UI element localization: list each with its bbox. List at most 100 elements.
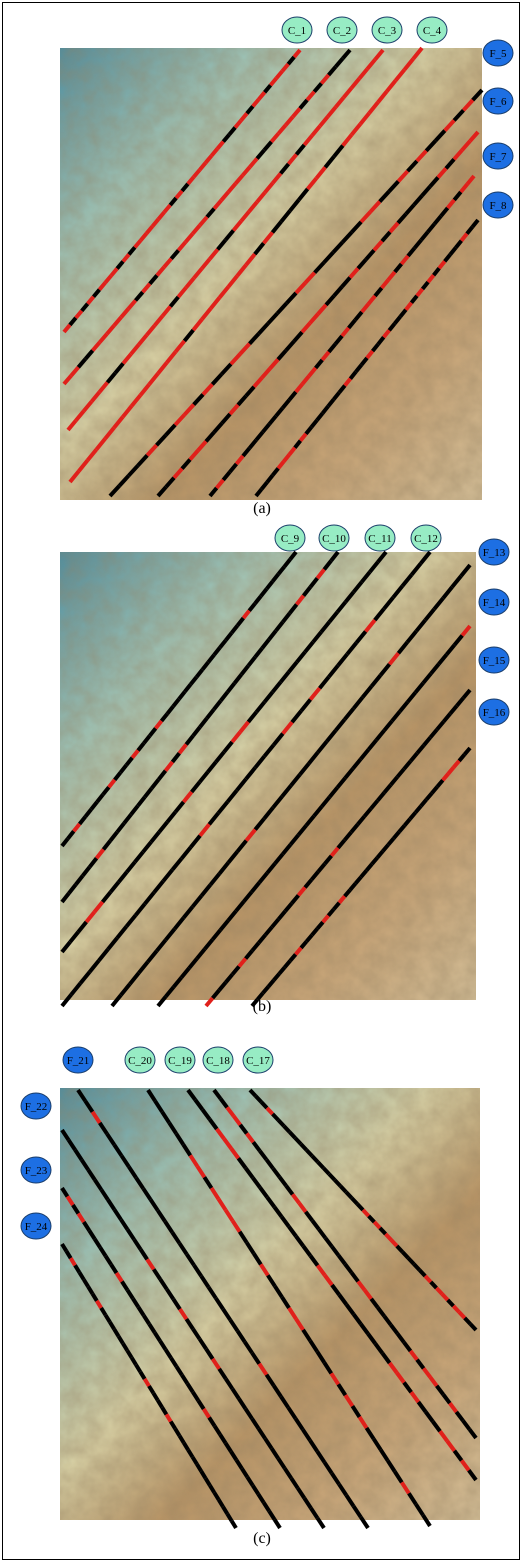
panel-c-transect-8-segment (423, 1274, 433, 1284)
panel-a-transect-5-segment (303, 271, 317, 285)
panel-c-transect-5-segment (252, 1252, 263, 1266)
panel-b-f-15-marker-circle (478, 646, 510, 674)
panel-b-transect-7-segment (283, 902, 294, 913)
panel-c-transect-8-segment (344, 1190, 354, 1200)
panel-b-transect-4-segment (410, 562, 423, 576)
panel-a-transect-1-segment (62, 323, 72, 334)
panel-a-transect-8-segment (432, 267, 441, 277)
panel-a-transect-3-segment (302, 134, 314, 147)
panel-a-transect-1-segment (115, 260, 125, 270)
panel-c-transect-5-segment (245, 1241, 256, 1255)
panel-c-transect-2-segment (112, 1208, 123, 1221)
panel-a-transect-2-segment (126, 299, 138, 311)
panel-b-transect-1-segment (72, 822, 82, 833)
panel-c-transect-3-segment (131, 1297, 140, 1309)
panel-c-transect-8-segment (440, 1292, 450, 1302)
panel-c-transect-5-segment (259, 1263, 270, 1277)
panel-c-transect-6-segment (236, 1157, 248, 1170)
panel-c-transect-8-segment (282, 1124, 292, 1134)
panel-a-transect-8-segment (443, 253, 452, 263)
panel-c-transect-1-segment (148, 1198, 160, 1212)
panel-a-transect-3-segment (208, 248, 220, 261)
panel-b-c-12-marker-label: C_12 (414, 533, 438, 545)
panel-c-transect-7-segment (349, 1271, 360, 1283)
panel-a-transect-1-segment (174, 189, 184, 200)
panel-a-transect-5-segment (182, 403, 196, 417)
panel-c-transect-3-segment (174, 1365, 184, 1377)
panel-a-transect-5-segment (266, 311, 279, 325)
panel-c-transect-1-segment (105, 1132, 116, 1146)
panel-b-transect-7-segment (211, 988, 221, 1000)
panel-c-transect-7-segment (238, 1123, 249, 1135)
panel-a-transect-1-segment (286, 55, 296, 66)
panel-a-transect-8-segment (370, 342, 380, 353)
panel-b-transect-8-segment (310, 927, 319, 937)
panel-a-transect-5-segment (378, 190, 391, 204)
panel-a-transect-6-segment (428, 176, 440, 188)
panel-c-transect-1-segment (257, 1362, 269, 1376)
panel-c-transect-7-segment (428, 1375, 439, 1388)
panel-a-transect-7-segment (241, 446, 252, 458)
panel-b-transect-7-segment (336, 838, 347, 850)
panel-c-transect-6-segment (452, 1449, 464, 1462)
panel-a-transect-5-segment (331, 240, 344, 254)
panel-c-transect-1-segment (315, 1450, 327, 1464)
panel-b-transect-1-segment (77, 815, 87, 826)
panel-a-transect-8-segment (298, 432, 308, 443)
panel-a: C_1 C_2 C_3 C_4 F_5 F_6 F_7 F_8 (a) (0, 0, 524, 520)
panel-a-transect-6-segment (356, 258, 368, 270)
panel-a-f-6-marker: F_6 (482, 87, 514, 115)
panel-a-transect-5-segment (443, 119, 456, 132)
panel-b-transect-7-segment (303, 878, 314, 889)
panel-c-transect-4-segment (225, 1512, 234, 1522)
panel-c-transect-7-segment (382, 1314, 393, 1327)
panel-b-transect-4-segment (60, 993, 73, 1008)
panel-c-transect-4-segment (125, 1349, 134, 1359)
panel-b-transect-7-segment (409, 751, 419, 763)
panel-b-transect-4-segment (106, 936, 119, 951)
panel-c-transect-3-segment (256, 1492, 266, 1504)
panel-a-transect-6-segment (324, 294, 336, 307)
panel-c-transect-8-segment (378, 1226, 388, 1236)
panel-c-transect-3-segment (169, 1356, 179, 1368)
panel-b-transect-1-segment (200, 661, 210, 671)
panel-c-transect-2-segment (296, 1487, 307, 1500)
panel-b-transect-4-segment (391, 584, 404, 599)
panel-a-transect-3-segment (200, 257, 212, 270)
panel-c-transect-4-segment (73, 1264, 82, 1274)
panel-c-transect-5-segment (350, 1405, 362, 1419)
panel-a-c-markers: C_1 C_2 C_3 C_4 (281, 16, 448, 44)
panel-a-transect-1-segment (292, 48, 302, 59)
panel-a-terrain-relief (60, 48, 482, 500)
panel-a-transect-3-segment (263, 181, 275, 194)
panel-a-transect-8-segment (337, 384, 347, 394)
panel-c-transect-6-segment (380, 1352, 392, 1365)
panel-b-transect-4-segment (88, 959, 101, 974)
panel-b-transect-3-segment (279, 670, 291, 684)
panel-b-transect-1-segment (183, 683, 193, 693)
panel-c-transect-4-segment (182, 1441, 190, 1451)
panel-b-transect-8-segment (413, 804, 423, 814)
panel-c-f-21-marker: F_21 (62, 1046, 94, 1074)
panel-c-transect-3-segment (65, 1195, 75, 1207)
panel-c-transect-4-segment (151, 1392, 160, 1402)
panel-a-caption: (a) (253, 500, 271, 517)
panel-c-f-22-marker-circle (20, 1092, 52, 1120)
panel-a-transect-2-segment (112, 315, 123, 327)
panel-a-transect-1-segment (198, 161, 208, 172)
panel-a-f-markers: F_5 F_6 F_7 F_8 (482, 39, 514, 219)
panel-b-transect-5-segment (325, 729, 338, 743)
panel-a-transect-1-segment (215, 140, 225, 150)
panel-c-transect-6-segment (351, 1313, 363, 1326)
panel-c-transect-3-segment (267, 1509, 277, 1521)
panel-c-transect-3-segment (261, 1501, 271, 1513)
panel-c-transect-4-segment (116, 1335, 125, 1345)
panel-c-transect-2-segment (263, 1437, 274, 1450)
panel-a-transect-4-segment (209, 296, 222, 310)
panel-c-transect-2-segment (197, 1337, 208, 1350)
panel-a-transect-1-segment (280, 62, 290, 73)
panel-b-f-15-marker: F_15 (478, 646, 510, 674)
panel-a-transect-3-segment (121, 352, 133, 365)
panel-a-transect-3-segment (318, 115, 330, 128)
